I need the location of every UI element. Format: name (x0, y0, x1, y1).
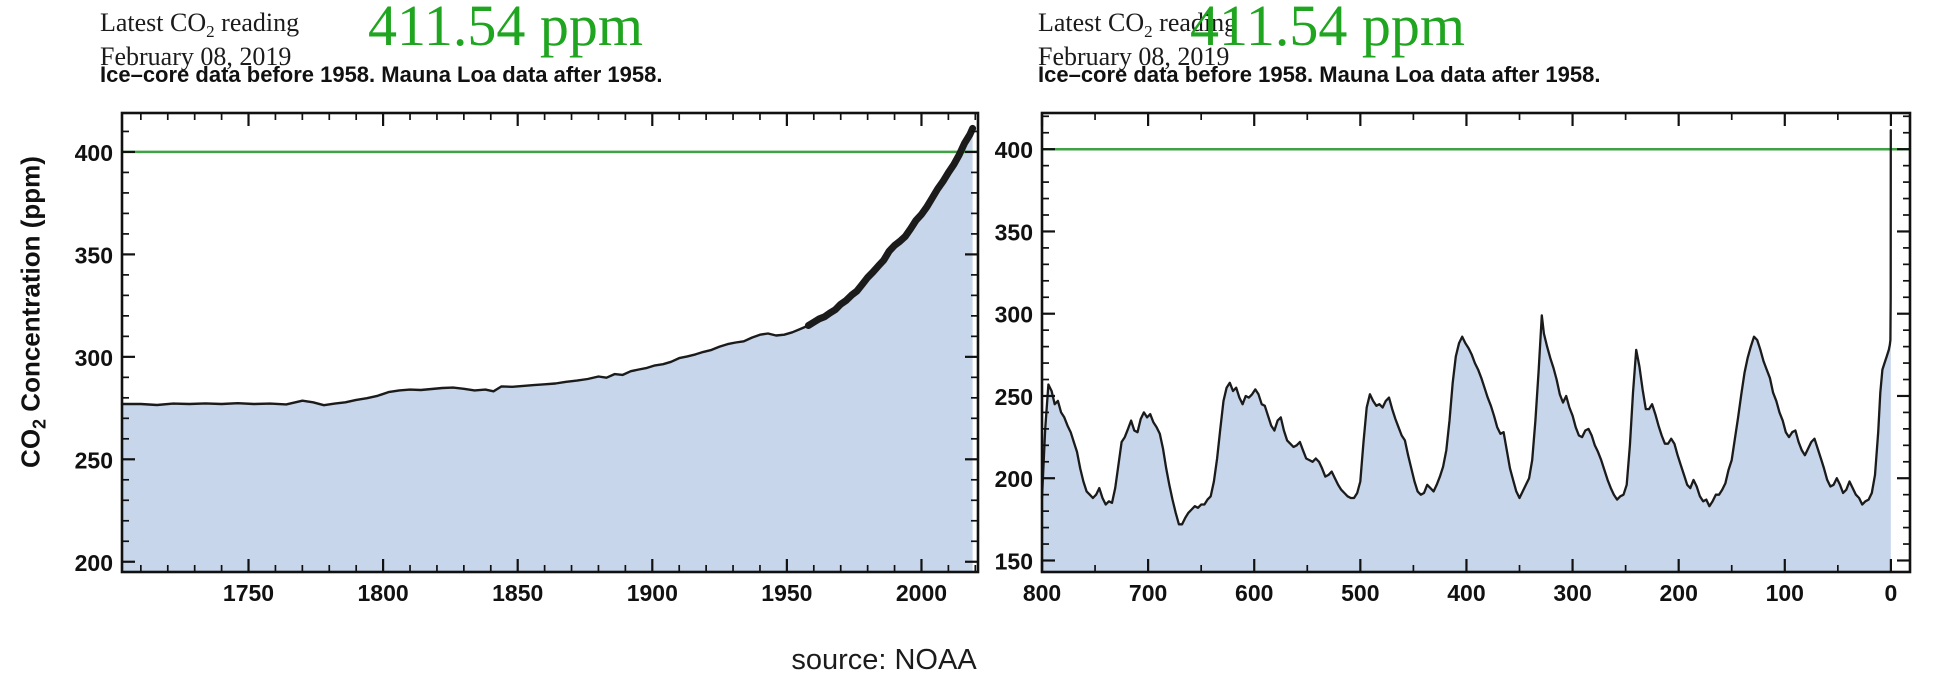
x-tick-label: 700 (1129, 580, 1167, 606)
y-tick-label: 300 (995, 302, 1033, 328)
co2-reading-value-right: 411.54 ppm (1190, 0, 1465, 58)
y-tick-label: 250 (75, 447, 113, 473)
x-tick-label: 500 (1341, 580, 1379, 606)
plot-frame (1040, 111, 1912, 574)
x-tick-label: 1950 (761, 580, 812, 606)
y-tick-label: 400 (75, 140, 113, 166)
y-tick-label: 200 (995, 466, 1033, 492)
y-axis-label: CO2 Concentration (ppm) (15, 156, 50, 468)
y-tick-label: 200 (75, 550, 113, 576)
chart-subtitle-left: Ice–core data before 1958. Mauna Loa dat… (100, 62, 663, 87)
latest-reading-line1: Latest CO2 reading (100, 8, 300, 42)
co2-reading-value-left: 411.54 ppm (368, 0, 643, 58)
latest-reading-line1: Latest CO2 reading (1038, 8, 1238, 42)
x-tick-label: 300 (1553, 580, 1591, 606)
source-attribution: source: NOAA (791, 644, 977, 676)
x-tick-label: 400 (1447, 580, 1485, 606)
y-tick-label: 400 (995, 137, 1033, 163)
y-tick-label: 250 (995, 384, 1033, 410)
latest-reading-label-left: Latest CO2 reading February 08, 2019 (100, 8, 299, 73)
x-tick-label: 2000 (896, 580, 947, 606)
co2-series-line (1040, 129, 1892, 526)
plot-frame (120, 111, 980, 574)
y-tick-label: 350 (75, 242, 113, 268)
x-tick-label: 1800 (358, 580, 409, 606)
x-tick-label: 200 (1659, 580, 1697, 606)
x-tick-label: 800 (1023, 580, 1061, 606)
y-tick-label: 350 (995, 219, 1033, 245)
latest-reading-date: February 08, 2019 (100, 42, 292, 72)
x-tick-label: 0 (1885, 580, 1898, 606)
y-tick-label: 150 (995, 548, 1033, 574)
x-tick-label: 600 (1235, 580, 1273, 606)
x-tick-label: 1750 (223, 580, 274, 606)
co2-series-line (804, 124, 977, 329)
x-tick-label: 1900 (627, 580, 678, 606)
co2-series-line (120, 324, 810, 407)
y-tick-label: 300 (75, 345, 113, 371)
latest-reading-date: February 08, 2019 (1038, 42, 1230, 72)
chart-subtitle-right: Ice–core data before 1958. Mauna Loa dat… (1038, 62, 1601, 87)
x-tick-label: 100 (1766, 580, 1804, 606)
latest-reading-label-right: Latest CO2 reading February 08, 2019 (1038, 8, 1237, 73)
area-fill (1042, 130, 1891, 573)
x-tick-label: 1850 (492, 580, 543, 606)
area-fill (122, 128, 973, 572)
